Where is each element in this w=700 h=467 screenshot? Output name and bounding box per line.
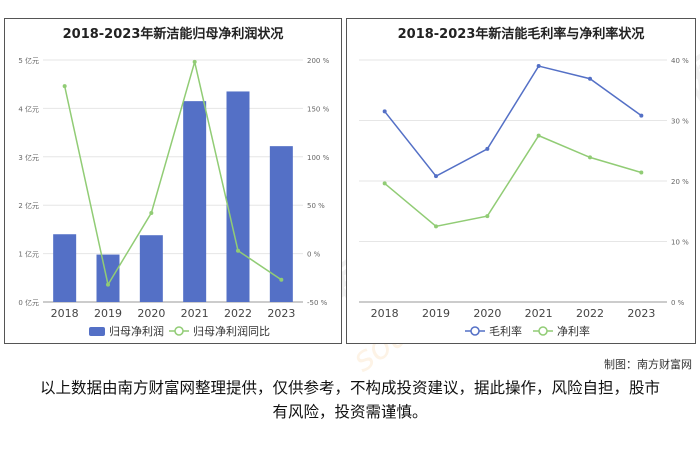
series-line [384,134,642,228]
point [434,224,438,229]
legend-swatch [538,326,548,336]
series-line [63,61,282,287]
margin-chart-panel: 2018-2023年新洁能毛利率与净利率状况 0 % 10 % 20 % 30 % 40… [346,18,696,344]
legend-label: 归母净利润同比 [193,324,270,338]
x-tick-label: 2021 [181,307,209,320]
y-right-tick-label: 0 % [307,251,321,259]
series-line [384,65,642,178]
point [62,84,67,89]
net-profit-chart: 0 亿元 1 亿元 2 亿元 3 亿元 4 亿元 5 亿元 -50 % 0 % 50 % 100 … [18,56,330,338]
x-tick-label: 2023 [267,307,295,320]
x-tick-label: 2022 [576,307,604,320]
x-tick-label: 2018 [371,307,399,320]
point [382,181,387,186]
y-left-tick-label: 2 亿元 [18,201,39,210]
point [149,210,154,215]
legend-swatch [174,326,184,336]
y-tick-label: 0 % [671,299,685,307]
point [382,109,387,114]
bar [139,235,163,302]
y-right-tick-label: 50 % [307,202,325,210]
point [434,174,438,179]
chart-credit: 制图：南方财富网 [604,358,692,371]
bar [96,254,120,302]
disclaimer-text: 以上数据由南方财富网整理提供，仅供参考，不构成投资建议，据此操作，风险自担，股市… [40,379,661,421]
point [485,146,490,151]
x-tick-label: 2022 [224,307,252,320]
point [236,248,240,253]
y-left-tick-label: 4 亿元 [18,104,39,113]
point [279,277,284,282]
x-tick-label: 2019 [422,307,450,320]
y-tick-label: 40 % [671,57,689,65]
legend-label: 毛利率 [489,324,522,338]
bar [269,146,293,302]
point [536,133,541,138]
x-tick-label: 2023 [627,307,655,320]
y-right-tick-label: -50 % [307,299,328,307]
x-tick-label: 2019 [94,307,122,320]
x-tick-label: 2021 [525,307,553,320]
y-right-tick-label: 100 % [307,154,330,162]
point [639,170,644,175]
point [588,155,592,160]
y-tick-label: 30 % [671,118,689,126]
chart-title: 2018-2023年新洁能毛利率与净利率状况 [397,27,645,42]
point [536,64,541,69]
net-profit-chart-panel: 2018-2023年新洁能归母净利润状况 0 亿元 1 亿元 2 亿元 3 亿元 4 亿… [4,18,342,344]
y-left-tick-label: 3 亿元 [18,153,39,162]
y-tick-label: 20 % [671,178,689,186]
point [192,59,197,64]
point [106,282,110,287]
y-left-tick-label: 0 亿元 [18,298,39,307]
legend-swatch [89,327,105,336]
y-right-tick-label: 150 % [307,105,330,113]
bar [183,101,207,302]
point [639,113,644,118]
y-left-tick-label: 5 亿元 [18,56,39,65]
x-tick-label: 2018 [51,307,79,320]
bar [53,234,77,302]
legend-label: 归母净利润 [109,324,164,338]
chart-title: 2018-2023年新洁能归母净利润状况 [62,27,284,42]
legend-swatch [470,326,480,336]
bar [226,91,250,303]
point [485,214,490,219]
y-left-tick-label: 1 亿元 [18,250,39,259]
y-right-tick-label: 200 % [307,57,330,65]
x-tick-label: 2020 [137,307,165,320]
legend-label: 净利率 [557,324,590,338]
x-tick-label: 2020 [473,307,501,320]
point [588,76,592,81]
margin-chart: 0 % 10 % 20 % 30 % 40 % 2018 2019 2020 2021 2022 2… [359,57,689,338]
y-tick-label: 10 % [671,239,689,247]
